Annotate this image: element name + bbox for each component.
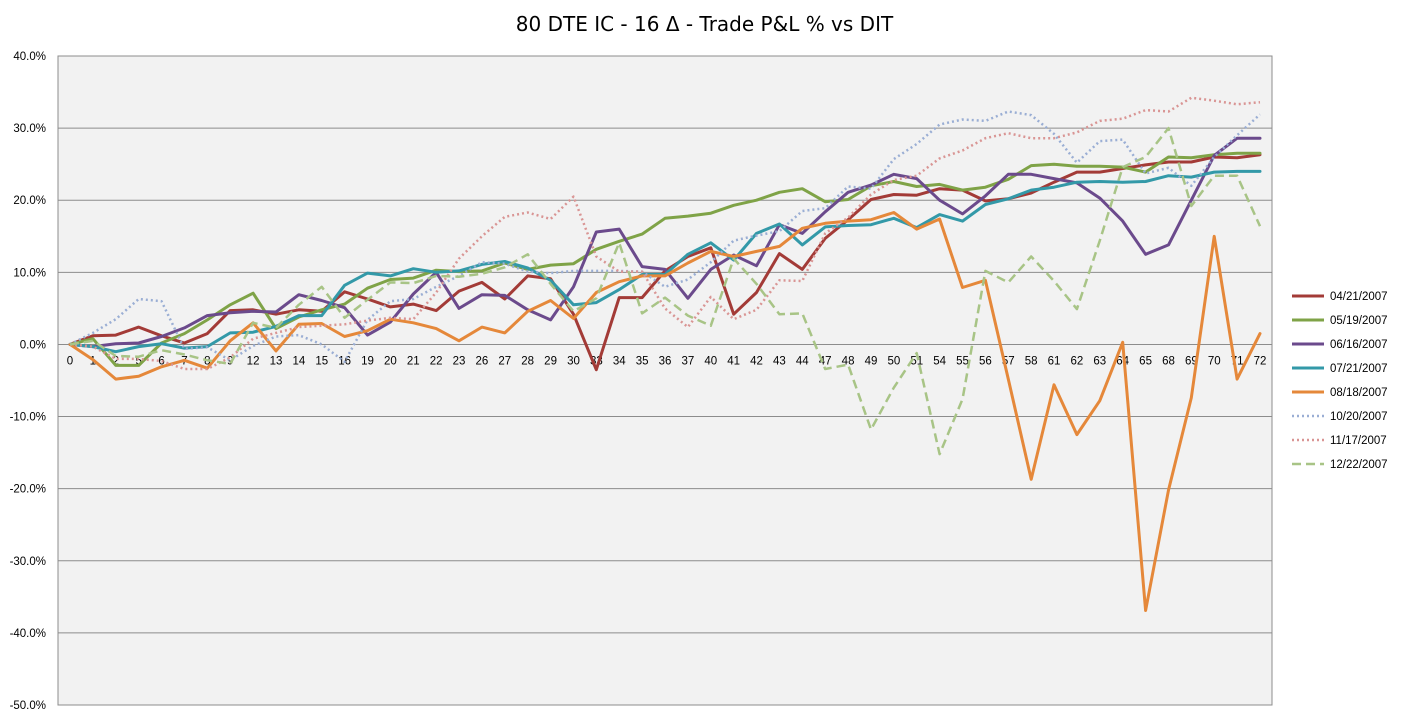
x-tick-label: 29	[544, 355, 557, 367]
y-tick-label: -20.0%	[10, 484, 46, 496]
legend-label: 11/17/2007	[1330, 435, 1387, 447]
legend-label: 05/19/2007	[1330, 315, 1388, 327]
x-tick-label: 63	[1093, 355, 1106, 367]
x-tick-label: 28	[521, 355, 534, 367]
x-tick-label: 12	[247, 355, 260, 367]
x-tick-label: 43	[773, 355, 786, 367]
x-tick-label: 42	[750, 355, 763, 367]
legend-label: 04/21/2007	[1330, 291, 1388, 303]
x-tick-label: 49	[865, 355, 878, 367]
x-tick-label: 14	[292, 355, 305, 367]
y-tick-label: 20.0%	[13, 195, 46, 207]
x-tick-label: 21	[407, 355, 420, 367]
x-tick-label: 41	[727, 355, 740, 367]
x-tick-label: 50	[887, 355, 900, 367]
x-tick-label: 65	[1139, 355, 1152, 367]
x-tick-label: 72	[1254, 355, 1267, 367]
x-tick-label: 62	[1071, 355, 1084, 367]
x-tick-label: 70	[1208, 355, 1221, 367]
plot-area	[57, 55, 1273, 706]
legend-label: 10/20/2007	[1330, 411, 1388, 423]
x-tick-label: 37	[681, 355, 694, 367]
x-tick-label: 0	[67, 355, 73, 367]
x-tick-label: 2	[113, 355, 119, 367]
legend-label: 08/18/2007	[1330, 387, 1388, 399]
x-tick-label: 54	[933, 355, 946, 367]
x-tick-label: 34	[613, 355, 626, 367]
y-tick-label: -40.0%	[10, 628, 46, 640]
series-line-3	[68, 136, 1262, 349]
x-tick-label: 30	[567, 355, 580, 367]
x-tick-label: 22	[430, 355, 443, 367]
x-tick-label: 6	[158, 355, 164, 367]
y-tick-label: 30.0%	[13, 123, 46, 135]
x-tick-label: 58	[1025, 355, 1038, 367]
x-tick-label: 20	[384, 355, 397, 367]
x-tick-label: 51	[910, 355, 923, 367]
y-tick-label: 10.0%	[13, 267, 46, 279]
x-tick-label: 23	[453, 355, 466, 367]
y-tick-label: -10.0%	[10, 412, 46, 424]
series-line-6	[69, 110, 1261, 364]
x-tick-label: 44	[796, 355, 809, 367]
legend-label: 12/22/2007	[1330, 459, 1388, 471]
series-line-2	[68, 151, 1262, 367]
x-tick-label: 68	[1162, 355, 1175, 367]
x-tick-label: 56	[979, 355, 992, 367]
x-tick-label: 13	[270, 355, 283, 367]
chart-title: 80 DTE IC - 16 Δ - Trade P&L % vs DIT	[515, 12, 894, 36]
legend-label: 06/16/2007	[1330, 339, 1388, 351]
x-tick-label: 61	[1048, 355, 1061, 367]
x-tick-label: 26	[476, 355, 489, 367]
x-tick-label: 35	[636, 355, 649, 367]
x-tick-label: 36	[659, 355, 672, 367]
x-tick-label: 27	[498, 355, 511, 367]
x-tick-label: 15	[315, 355, 328, 367]
series-line-5	[68, 211, 1262, 612]
y-tick-label: -50.0%	[10, 700, 46, 712]
x-tick-label: 5	[135, 355, 141, 367]
legend-label: 07/21/2007	[1330, 363, 1388, 375]
x-tick-label: 19	[361, 355, 374, 367]
series-line-8	[69, 126, 1262, 456]
x-tick-label: 40	[704, 355, 717, 367]
x-tick-label: 55	[956, 355, 969, 367]
y-tick-label: 0.0%	[20, 339, 46, 351]
y-tick-label: -30.0%	[10, 556, 46, 568]
y-tick-label: 40.0%	[13, 51, 46, 63]
